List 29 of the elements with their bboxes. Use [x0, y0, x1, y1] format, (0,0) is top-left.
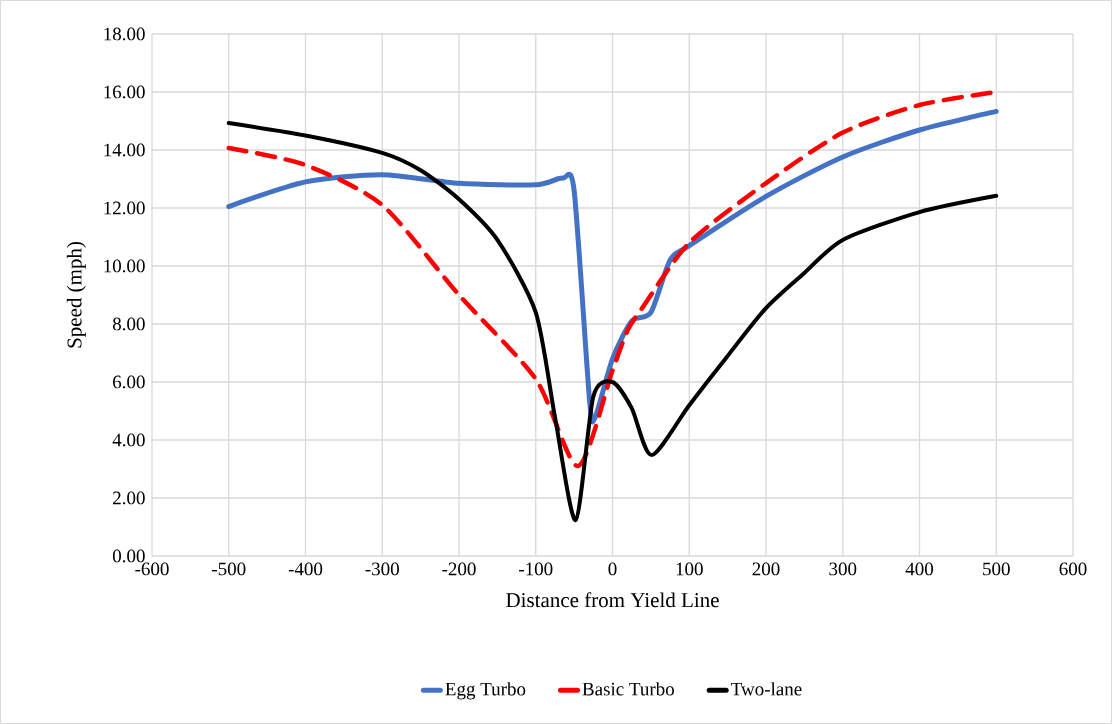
y-axis-title: Speed (mph): [66, 241, 86, 348]
x-axis-title: Distance from Yield Line: [506, 592, 719, 608]
x-tick-label: -600: [135, 562, 169, 576]
x-tick-label: -300: [365, 562, 399, 576]
y-tick-label: 4.00: [112, 433, 145, 447]
x-tick-label: 400: [905, 562, 934, 576]
y-tick-label: 12.00: [104, 201, 145, 215]
x-tick-label: -400: [288, 562, 323, 576]
y-tick-label: 0.00: [112, 549, 145, 563]
x-tick-label: -500: [212, 562, 246, 576]
y-tick-label: 6.00: [113, 375, 145, 389]
x-tick-label: 300: [829, 562, 857, 576]
x-tick-label: -100: [519, 562, 553, 576]
legend-label: Egg Turbo: [445, 682, 526, 700]
legend-label: Basic Turbo: [582, 682, 674, 696]
y-tick-label: 10.00: [104, 259, 145, 273]
y-tick-label: 14.00: [104, 143, 145, 157]
x-tick-label: 200: [752, 562, 780, 576]
x-tick-label: 100: [676, 562, 703, 576]
y-tick-label: 2.00: [113, 491, 145, 505]
y-tick-label: 16.00: [104, 85, 145, 99]
line-series: [226, 121, 999, 523]
x-tick-label: 600: [1059, 562, 1087, 576]
y-tick-label: 18.00: [104, 27, 145, 41]
x-tick-label: 500: [983, 562, 1010, 576]
y-tick-label: 8.00: [112, 317, 145, 331]
legend-label: Two-lane: [731, 682, 802, 696]
x-tick-label: 0: [608, 562, 617, 576]
x-tick-label: -200: [442, 562, 476, 576]
